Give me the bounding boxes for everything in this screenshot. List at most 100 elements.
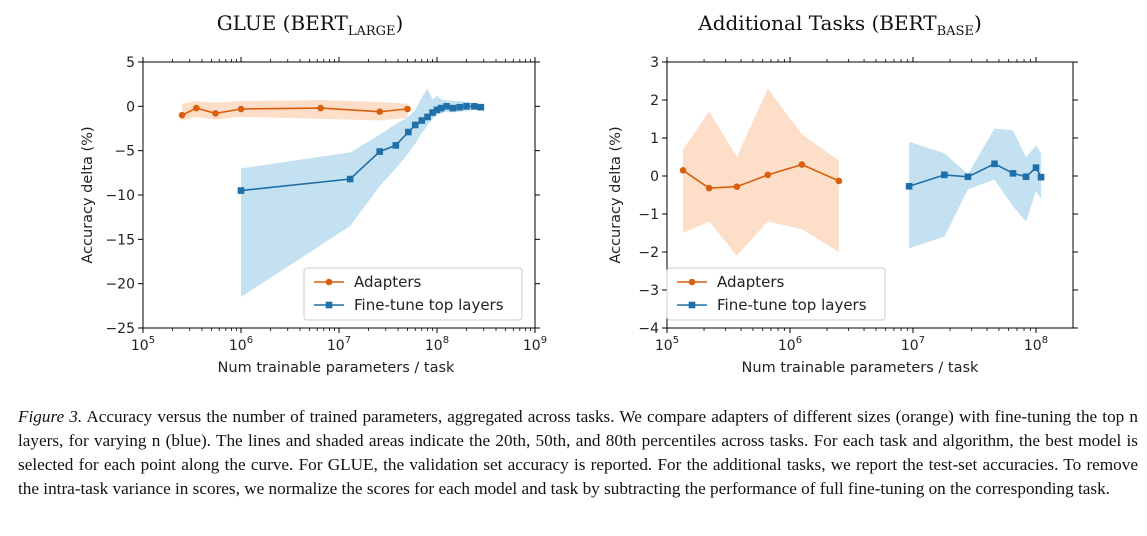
data-point-fine-tune — [477, 103, 485, 111]
legend-box — [666, 267, 886, 321]
percentile-band-adapters — [182, 100, 408, 121]
x-tick-base: 10 — [327, 338, 345, 354]
data-point-adapters — [764, 171, 772, 179]
x-tick-exponent: 5 — [673, 335, 679, 346]
y-tick-label: −10 — [105, 188, 135, 204]
chart-title: GLUE (BERTLARGE) — [217, 11, 404, 39]
y-tick-label: −25 — [105, 321, 135, 337]
x-tick-exponent: 7 — [919, 335, 925, 346]
percentile-band-adapters — [683, 88, 839, 256]
legend-box — [303, 267, 523, 321]
y-tick-label: 5 — [126, 55, 135, 71]
chart-title-main: Additional Tasks (BERT — [697, 11, 937, 35]
legend: Adapters Fine-tune top layers — [666, 267, 886, 321]
chart-title-subscript: BASE — [937, 24, 974, 39]
data-point-fine-tune — [405, 128, 412, 136]
y-tick-label: −5 — [114, 144, 135, 160]
data-point-fine-tune — [237, 187, 245, 194]
legend-marker-adapters — [688, 278, 696, 286]
y-axis-label: Accuracy delta (%) — [80, 126, 96, 263]
data-point-fine-tune — [1009, 170, 1017, 177]
data-point-fine-tune — [470, 103, 478, 110]
x-tick-label: 106 — [778, 335, 802, 354]
x-axis-label: Num trainable parameters / task — [742, 360, 980, 376]
data-point-fine-tune — [346, 175, 354, 183]
data-point-adapters — [193, 104, 200, 112]
x-tick-base: 10 — [425, 338, 443, 354]
percentile-band-fine-tune — [909, 128, 1042, 249]
x-tick-base: 10 — [523, 338, 541, 354]
data-point-fine-tune — [411, 121, 419, 129]
y-tick-label: −2 — [638, 245, 659, 261]
y-tick-label: 1 — [650, 131, 659, 147]
legend-marker-fine-tune — [688, 301, 696, 309]
data-point-fine-tune — [443, 103, 450, 110]
x-tick-label: 109 — [523, 335, 547, 354]
chart-title-end: ) — [396, 11, 404, 35]
chart-additional-tasks: Additional Tasks (BERTBASE)3210−1−2−3−41… — [608, 11, 1078, 376]
legend-label-adapters: Adapters — [354, 273, 422, 291]
data-point-adapters — [679, 167, 687, 174]
x-tick-label: 108 — [425, 335, 449, 354]
data-point-fine-tune — [424, 113, 431, 121]
legend-marker-fine-tune — [325, 301, 333, 309]
x-tick-exponent: 6 — [796, 335, 802, 346]
data-point-fine-tune — [456, 103, 463, 111]
x-tick-label: 107 — [327, 335, 351, 354]
data-point-adapters — [705, 184, 713, 192]
x-tick-exponent: 7 — [345, 335, 351, 346]
data-point-adapters — [376, 108, 383, 115]
y-tick-label: −4 — [638, 321, 659, 337]
data-point-fine-tune — [392, 142, 400, 149]
legend-label-fine-tune: Fine-tune top layers — [354, 296, 504, 314]
data-point-fine-tune — [418, 117, 426, 124]
x-tick-base: 10 — [901, 338, 919, 354]
data-point-fine-tune — [449, 104, 457, 112]
plot-frame — [666, 61, 1074, 329]
y-tick-label: 0 — [650, 169, 659, 185]
data-point-fine-tune — [433, 106, 441, 114]
y-tick-label: 0 — [126, 99, 135, 115]
caption-label: Figure 3. — [18, 407, 83, 426]
data-point-fine-tune — [905, 182, 913, 190]
figure-caption: Figure 3. Accuracy versus the number of … — [18, 405, 1138, 501]
y-tick-label: −15 — [105, 232, 135, 248]
y-tick-label: 3 — [650, 55, 659, 71]
series-line-adapters — [682, 163, 840, 190]
data-point-adapters — [733, 183, 741, 190]
x-tick-exponent: 9 — [541, 335, 547, 346]
y-tick-label: 2 — [650, 93, 659, 109]
x-tick-label: 105 — [131, 335, 155, 354]
legend-marker-adapters — [325, 278, 333, 286]
chart-title-subscript: LARGE — [348, 24, 396, 39]
data-point-adapters — [404, 105, 411, 113]
percentile-band-fine-tune — [241, 88, 481, 297]
x-tick-base: 10 — [131, 338, 149, 354]
x-tick-base: 10 — [1024, 338, 1042, 354]
x-tick-exponent: 6 — [247, 335, 253, 346]
data-point-adapters — [798, 161, 806, 168]
data-point-fine-tune — [991, 160, 998, 168]
data-point-fine-tune — [1032, 164, 1040, 171]
data-point-adapters — [835, 177, 843, 185]
data-point-fine-tune — [437, 104, 445, 112]
y-tick-label: −20 — [105, 277, 135, 293]
x-tick-label: 106 — [229, 335, 253, 354]
x-tick-label: 105 — [655, 335, 679, 354]
x-tick-label: 107 — [901, 335, 925, 354]
caption-text: Accuracy versus the number of trained pa… — [18, 407, 1138, 498]
data-point-fine-tune — [376, 148, 383, 155]
chart-title-end: ) — [974, 11, 982, 35]
data-point-fine-tune — [429, 109, 436, 116]
x-tick-exponent: 8 — [1042, 335, 1048, 346]
y-axis-label: Accuracy delta (%) — [608, 126, 624, 263]
y-tick-label: −3 — [638, 283, 659, 299]
x-tick-exponent: 5 — [149, 335, 155, 346]
x-tick-base: 10 — [655, 338, 673, 354]
chart-title: Additional Tasks (BERTBASE) — [697, 11, 982, 39]
data-point-fine-tune — [964, 173, 972, 181]
legend-label-fine-tune: Fine-tune top layers — [717, 296, 867, 314]
data-point-fine-tune — [1022, 173, 1030, 181]
